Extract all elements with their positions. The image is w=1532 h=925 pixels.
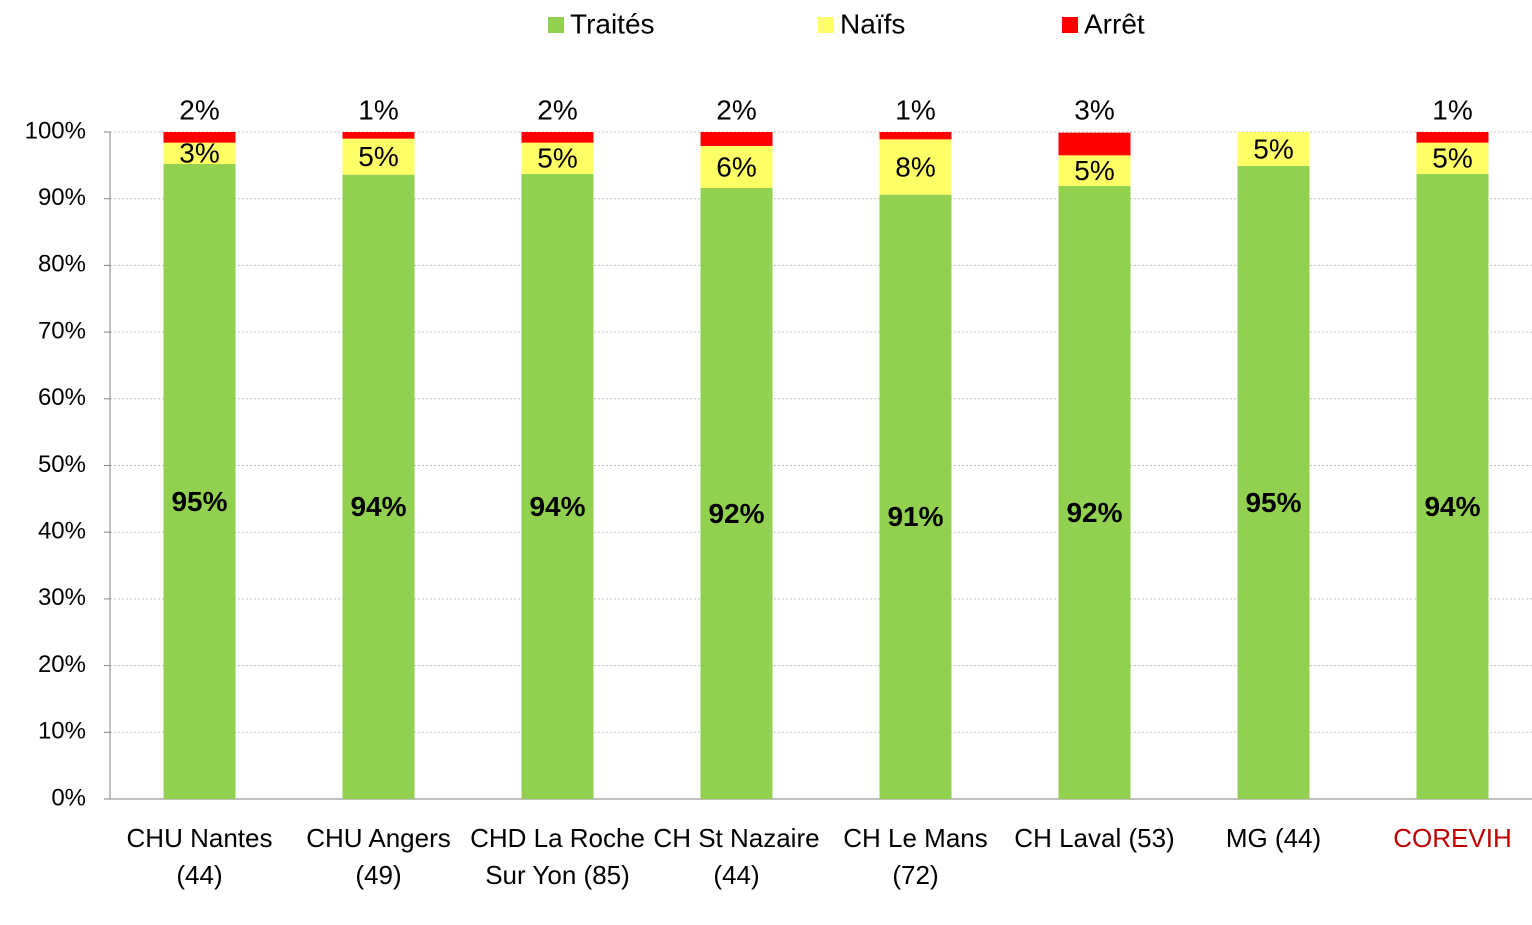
bar-segment — [163, 132, 236, 143]
data-label: 1% — [358, 94, 398, 125]
data-label: 94% — [350, 491, 406, 522]
bar-segment — [1237, 132, 1310, 167]
x-tick-label: MG (44) — [1225, 823, 1322, 853]
data-label: 6% — [716, 151, 756, 182]
bar-segment — [1416, 174, 1489, 799]
data-label: 8% — [895, 151, 935, 182]
data-label: 95% — [1245, 487, 1301, 518]
data-label: 91% — [887, 501, 943, 532]
y-tick-label: 30% — [38, 584, 86, 611]
data-label: 1% — [1432, 94, 1472, 125]
bar-segment — [879, 139, 952, 195]
x-tick-label: CH St Nazaire (44) — [653, 823, 820, 890]
data-label: 2% — [537, 94, 577, 125]
data-label: 2% — [179, 94, 219, 125]
y-tick-label: 90% — [38, 184, 86, 211]
bar-segment — [1416, 132, 1489, 143]
y-tick-label: 0% — [51, 784, 86, 811]
data-label: 2% — [716, 94, 756, 125]
x-tick-label: CHU Nantes (44) — [126, 823, 273, 890]
data-label: 94% — [529, 491, 585, 522]
bar-segment — [700, 146, 773, 189]
data-label: 3% — [179, 138, 219, 169]
bar-segment — [342, 138, 415, 175]
bar-segment — [521, 142, 594, 175]
bar-segment — [1058, 155, 1131, 187]
bar-segment — [521, 174, 594, 799]
data-label: 5% — [1253, 133, 1293, 164]
legend-swatch — [1062, 17, 1078, 33]
bar-segment — [700, 188, 773, 799]
bar-segment — [700, 132, 773, 147]
y-tick-label: 40% — [38, 518, 86, 545]
bar-segment — [879, 132, 952, 140]
data-label: 5% — [1074, 155, 1114, 186]
data-label: 95% — [171, 486, 227, 517]
data-label: 92% — [708, 498, 764, 529]
legend-label: Arrêt — [1084, 8, 1145, 39]
bar-segment — [1237, 166, 1310, 800]
bar-segment — [879, 194, 952, 799]
legend-swatch — [548, 17, 564, 33]
data-label: 5% — [537, 143, 577, 174]
y-tick-label: 100% — [25, 117, 86, 144]
y-tick-label: 10% — [38, 718, 86, 745]
y-tick-label: 50% — [38, 451, 86, 478]
data-label: 5% — [358, 141, 398, 172]
x-tick-label: COREVIH — [1393, 823, 1512, 853]
bar-segment — [342, 132, 415, 139]
x-tick-label: CH Le Mans (72) — [843, 823, 988, 890]
data-label: 5% — [1432, 143, 1472, 174]
data-label: 3% — [1074, 94, 1114, 125]
x-tick-label: CHU Angers (49) — [306, 823, 451, 890]
legend-label: Traités — [570, 8, 655, 39]
data-label: 1% — [895, 94, 935, 125]
y-tick-label: 70% — [38, 317, 86, 344]
y-tick-label: 20% — [38, 651, 86, 678]
bar-segment — [1416, 142, 1489, 175]
legend-label: Naïfs — [840, 8, 905, 39]
y-tick-label: 60% — [38, 384, 86, 411]
bar-segment — [163, 142, 236, 165]
bar-segment — [521, 132, 594, 143]
data-label: 92% — [1066, 497, 1122, 528]
bar-segment — [342, 174, 415, 800]
y-tick-label: 80% — [38, 251, 86, 278]
legend-swatch — [818, 17, 834, 33]
x-tick-label: CH Laval (53) — [1014, 823, 1175, 853]
bar-segment — [1058, 186, 1131, 800]
data-label: 94% — [1424, 491, 1480, 522]
bar-segment — [163, 164, 236, 800]
x-tick-label: CHD La Roche Sur Yon (85) — [470, 823, 645, 890]
bar-segment — [1058, 132, 1131, 156]
